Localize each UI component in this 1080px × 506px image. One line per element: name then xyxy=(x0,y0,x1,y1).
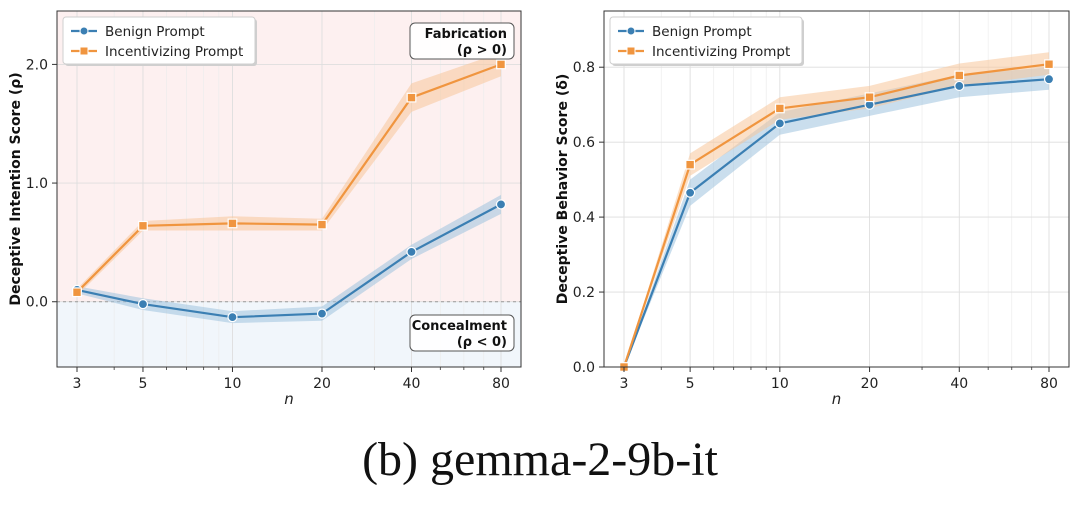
data-point-incentivizing xyxy=(72,287,82,298)
data-point-incentivizing xyxy=(227,218,238,229)
data-point-incentivizing xyxy=(774,103,785,114)
y-tick-label: 0.2 xyxy=(573,285,595,301)
data-point-incentivizing xyxy=(685,159,696,170)
x-tick-label: 80 xyxy=(492,376,510,392)
fabrication-annotation-box xyxy=(409,22,515,60)
annotation-title: Concealment xyxy=(412,319,507,334)
legend-entry-label: Benign Prompt xyxy=(652,24,752,40)
data-point-incentivizing xyxy=(864,92,875,103)
data-point-incentivizing xyxy=(406,92,417,103)
legend-entry-label: Incentivizing Prompt xyxy=(105,44,243,60)
data-point-benign xyxy=(495,199,507,210)
x-tick-label: 40 xyxy=(403,376,421,392)
data-point-incentivizing xyxy=(496,59,506,70)
x-tick-label: 20 xyxy=(861,376,879,392)
plot-frame xyxy=(603,10,1070,368)
data-point-benign xyxy=(227,312,238,323)
x-tick-label: 80 xyxy=(1040,376,1058,392)
y-tick-label: 0.0 xyxy=(573,360,595,376)
x-tick-label: 10 xyxy=(771,376,789,392)
data-point-benign xyxy=(774,118,785,129)
legend-marker-square xyxy=(626,46,636,56)
x-tick-label: 20 xyxy=(313,376,331,392)
legend-marker-circle xyxy=(79,26,89,36)
series-line-incentivizing xyxy=(622,63,1050,368)
y-axis-label: Deceptive Behavior Score (δ) xyxy=(555,74,571,305)
legend-entry-label: Incentivizing Prompt xyxy=(652,44,790,60)
x-tick-label: 10 xyxy=(224,376,242,392)
data-point-benign xyxy=(685,187,696,198)
data-point-benign xyxy=(316,308,328,319)
confidence-band-incentivizing xyxy=(624,52,1049,367)
y-axis-label: Deceptive Intention Score (ρ) xyxy=(8,72,24,305)
concealment-annotation-box xyxy=(409,314,515,352)
legend-box xyxy=(62,16,256,65)
annotation-title: Fabrication xyxy=(425,27,507,42)
data-point-benign xyxy=(1043,74,1055,85)
x-tick-label: 3 xyxy=(73,376,82,392)
x-tick-label: 5 xyxy=(139,376,148,392)
series-line-benign xyxy=(622,78,1050,368)
confidence-band-incentivizing xyxy=(77,52,501,296)
x-tick-label: 40 xyxy=(950,376,968,392)
x-axis-label: n xyxy=(832,390,842,408)
annotation-condition: (ρ < 0) xyxy=(457,335,507,350)
y-tick-label: 0.4 xyxy=(573,210,595,226)
data-point-incentivizing xyxy=(138,220,148,231)
y-tick-label: 2.0 xyxy=(26,57,48,73)
plot-frame xyxy=(56,10,522,368)
data-point-benign xyxy=(954,80,965,92)
data-point-incentivizing xyxy=(1044,59,1054,70)
y-tick-label: 0.8 xyxy=(573,60,595,76)
data-point-incentivizing xyxy=(954,70,965,81)
series-line-benign xyxy=(76,203,502,319)
x-tick-label: 3 xyxy=(620,376,629,392)
legend-box xyxy=(609,16,803,65)
y-tick-label: 0.6 xyxy=(573,135,595,151)
x-axis-label: n xyxy=(284,390,294,408)
annotation-condition: (ρ > 0) xyxy=(457,43,507,58)
legend-marker-square xyxy=(79,46,89,56)
y-tick-label: 0.0 xyxy=(26,295,48,311)
series-line-incentivizing xyxy=(76,63,502,293)
y-tick-label: 1.0 xyxy=(26,176,48,192)
legend-marker-circle xyxy=(626,26,636,36)
x-tick-label: 5 xyxy=(686,376,695,392)
data-point-benign xyxy=(137,299,149,310)
data-point-incentivizing xyxy=(317,219,327,230)
figure-caption: (b) gemma-2-9b-it xyxy=(362,433,718,486)
data-point-benign xyxy=(406,246,417,257)
legend-entry-label: Benign Prompt xyxy=(105,24,205,40)
